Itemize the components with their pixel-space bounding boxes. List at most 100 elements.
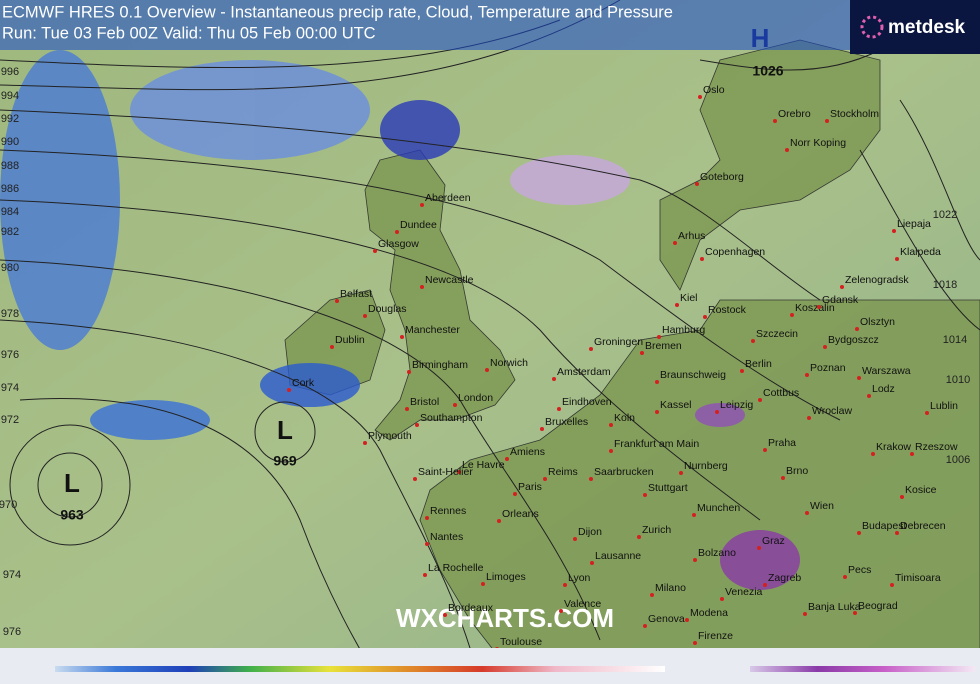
city-label: Norwich	[490, 357, 528, 369]
city-label: Kiel	[680, 292, 698, 304]
city-label: Oslo	[703, 84, 725, 96]
city-label: Eindhoven	[562, 396, 612, 408]
city-label: Bremen	[645, 340, 682, 352]
city-dot	[855, 327, 859, 331]
city-dot	[287, 388, 291, 392]
isobar-label: 974	[3, 569, 21, 581]
city-dot	[790, 313, 794, 317]
logo-box	[850, 0, 980, 54]
city-label: Kassel	[660, 399, 692, 411]
city-dot	[363, 314, 367, 318]
city-label: Valence	[564, 598, 601, 610]
isobar-label: 1018	[933, 279, 957, 291]
city-dot	[420, 203, 424, 207]
city-dot	[825, 119, 829, 123]
city-label: Zurich	[642, 524, 671, 536]
city-label: Berlin	[745, 358, 772, 370]
city-label: Toulouse	[500, 636, 542, 648]
city-label: Firenze	[698, 630, 733, 642]
city-dot	[805, 373, 809, 377]
city-label: Limoges	[486, 571, 526, 583]
city-dot	[895, 257, 899, 261]
isobar-label: 1022	[933, 209, 957, 221]
city-dot	[405, 407, 409, 411]
city-label: Venezia	[725, 586, 763, 598]
city-label: Zagreb	[768, 572, 801, 584]
city-label: Wien	[810, 500, 834, 512]
city-dot	[692, 513, 696, 517]
city-dot	[758, 398, 762, 402]
isobar-label: 1006	[946, 454, 970, 466]
city-dot	[751, 339, 755, 343]
city-label: Groningen	[594, 336, 643, 348]
city-label: Arhus	[678, 230, 705, 242]
city-dot	[497, 519, 501, 523]
city-dot	[675, 303, 679, 307]
city-label: Southampton	[420, 412, 483, 424]
city-dot	[823, 345, 827, 349]
city-label: Krakow	[876, 441, 911, 453]
city-dot	[807, 416, 811, 420]
city-dot	[453, 403, 457, 407]
city-label: Lyon	[568, 572, 591, 584]
city-dot	[900, 495, 904, 499]
pressure-symbol: L	[64, 468, 80, 498]
isobar-label: 980	[1, 262, 19, 274]
city-dot	[559, 609, 563, 613]
precip	[0, 50, 800, 590]
pressure-symbol: L	[277, 415, 293, 445]
city-dot	[640, 351, 644, 355]
city-dot	[673, 241, 677, 245]
city-label: Milano	[655, 582, 686, 594]
city-dot	[757, 546, 761, 550]
snow-color-bar	[750, 666, 975, 672]
city-dot	[407, 370, 411, 374]
city-label: Plymouth	[368, 430, 412, 442]
city-dot	[589, 477, 593, 481]
land	[284, 39, 980, 684]
logo-text: metdesk	[888, 17, 966, 38]
city-label: Wroclaw	[812, 405, 852, 417]
city-dot	[763, 448, 767, 452]
city-dot	[637, 535, 641, 539]
city-dot	[853, 611, 857, 615]
city-label: Brno	[786, 465, 808, 477]
city-dot	[505, 457, 509, 461]
city-label: Nurnberg	[684, 460, 728, 472]
city-dot	[643, 493, 647, 497]
city-dot	[657, 335, 661, 339]
pressure-value: 969	[273, 453, 297, 469]
city-label: Dijon	[578, 526, 602, 538]
city-label: Liepaja	[897, 218, 931, 230]
city-label: Hamburg	[662, 324, 705, 336]
city-label: Banja Luka	[808, 601, 861, 613]
city-label: Aberdeen	[425, 192, 471, 204]
city-label: Modena	[690, 607, 728, 619]
city-label: Koszalin	[795, 302, 835, 314]
city-dot	[589, 347, 593, 351]
city-label: Timisoara	[895, 572, 941, 584]
city-dot	[895, 531, 899, 535]
isobar-label: 992	[1, 113, 19, 125]
city-label: Bordeaux	[448, 602, 494, 614]
city-label: Pecs	[848, 564, 871, 576]
city-label: London	[458, 392, 493, 404]
city-label: Saint-Helier	[418, 466, 473, 478]
city-dot	[867, 394, 871, 398]
city-label: Goteborg	[700, 171, 744, 183]
city-dot	[540, 427, 544, 431]
city-label: Gdansk	[822, 294, 859, 306]
city-dot	[395, 230, 399, 234]
city-label: Bolzano	[698, 547, 736, 559]
city-dot	[803, 612, 807, 616]
city-label: Saarbrucken	[594, 466, 654, 478]
city-label: Orebro	[778, 108, 811, 120]
pressure-value: 963	[60, 507, 84, 523]
city-label: La Rochelle	[428, 562, 484, 574]
watermark: WXCHARTS.COM	[396, 603, 614, 633]
city-label: Warszawa	[862, 365, 911, 377]
city-dot	[693, 641, 697, 645]
city-label: Bruxelles	[545, 416, 588, 428]
city-label: Budapest	[862, 520, 906, 532]
